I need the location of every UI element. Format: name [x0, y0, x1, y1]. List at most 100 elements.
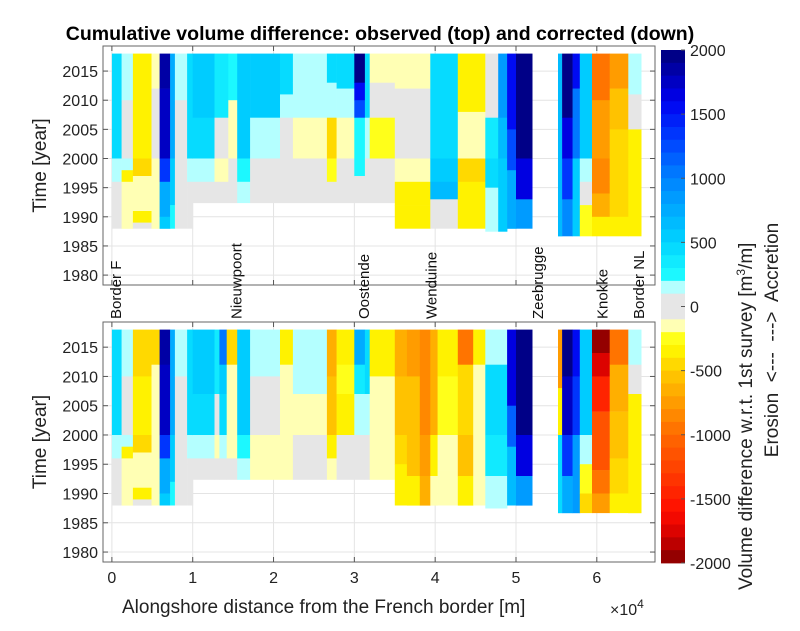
y-tick-label: 2005 — [62, 399, 98, 416]
heatmap-cell — [151, 53, 160, 89]
heatmap-cell — [354, 329, 366, 365]
colorbar-swatch — [661, 114, 685, 128]
heatmap-cell — [237, 181, 251, 204]
heatmap-cell — [579, 158, 593, 183]
heatmap-cell — [151, 158, 160, 229]
heatmap-cell — [219, 435, 227, 459]
y-tick-label: 2015 — [62, 340, 98, 357]
heatmap-cell — [592, 158, 611, 194]
colorbar-swatch — [661, 178, 685, 192]
heatmap-cell — [592, 470, 611, 494]
axes-frame — [102, 321, 656, 563]
y-tick-label: 2010 — [62, 369, 98, 386]
y-tick-label: 2015 — [62, 64, 98, 81]
colorbar-tick-label: -2000 — [690, 556, 731, 573]
colorbar-swatch — [661, 62, 685, 77]
heatmap-cell — [170, 205, 176, 229]
heatmap-cell — [354, 176, 366, 204]
heatmap-cell — [326, 435, 337, 459]
y-tick-label: 2005 — [62, 122, 98, 139]
heatmap-cell — [336, 435, 355, 480]
heatmap-cell — [292, 82, 328, 118]
heatmap-cell — [485, 53, 499, 118]
heatmap-cell — [111, 158, 122, 183]
colorbar-swatch — [661, 319, 685, 333]
heatmap-cell — [394, 435, 408, 465]
heatmap-cell — [219, 458, 227, 480]
heatmap-cell — [121, 211, 134, 229]
heatmap-cell — [562, 435, 573, 477]
colorbar-swatch — [661, 473, 685, 487]
heatmap-cell — [592, 53, 611, 101]
colorbar-swatch — [661, 268, 685, 282]
heatmap-cell — [457, 181, 486, 229]
heatmap-cell — [609, 493, 629, 514]
heatmap-cell — [430, 329, 438, 436]
heatmap-cell — [430, 158, 459, 183]
heatmap-cell — [159, 181, 171, 218]
heatmap-cell — [292, 53, 328, 83]
heatmap-cell — [507, 170, 517, 229]
colorbar-swatch — [661, 396, 685, 410]
heatmap-cell — [354, 53, 366, 83]
heatmap-cell — [132, 499, 152, 506]
heatmap-cell — [516, 158, 533, 200]
colorbar-swatch — [661, 550, 685, 564]
heatmap-cell — [292, 117, 328, 159]
heatmap-cell — [592, 411, 611, 471]
heatmap-cell — [498, 158, 508, 232]
location-labels: Border F Nieuwpoort Oostende Wenduine Zeebru… — [108, 242, 648, 319]
x-tick-label: 1 — [188, 570, 197, 587]
colorbar-swatch — [661, 409, 685, 423]
heatmap-cell — [132, 176, 152, 212]
y-tick-label: 1980 — [62, 545, 98, 562]
heatmap-cell — [419, 435, 431, 477]
heatmap-cell — [354, 435, 366, 480]
heatmap-cell — [336, 364, 355, 395]
heatmap-cell — [326, 181, 337, 204]
heatmap-cell — [354, 394, 366, 436]
heatmap-cell — [336, 117, 355, 159]
heatmap-cell — [214, 53, 229, 118]
heatmap-cell — [516, 199, 533, 229]
heatmap-cell — [592, 216, 611, 237]
heatmap-cell — [121, 435, 134, 447]
colorbar-swatch — [661, 50, 685, 64]
heatmap-cell — [280, 117, 294, 204]
x-tick-label: 3 — [350, 570, 359, 587]
heatmap-cell — [280, 53, 294, 95]
heatmap-cell — [592, 193, 611, 218]
colorbar-swatch — [661, 88, 685, 102]
heatmap-cell — [473, 329, 486, 365]
heatmap-cell — [364, 435, 370, 480]
heatmap-cell — [132, 329, 152, 377]
heatmap-cell — [121, 329, 134, 377]
heatmap-cell — [151, 364, 160, 436]
heatmap-cell — [485, 329, 508, 365]
heatmap-cell — [457, 476, 474, 506]
heatmap-cell — [628, 158, 642, 237]
heatmap-cell — [406, 376, 421, 436]
heatmap-cell — [159, 364, 171, 436]
heatmap-cell — [628, 94, 642, 130]
colorbar-swatch — [661, 421, 685, 436]
heatmap-cell — [579, 493, 593, 514]
y-tick-label: 2000 — [62, 152, 98, 169]
heatmap-cell — [473, 364, 486, 436]
heatmap-cell — [572, 435, 581, 514]
heatmap-cell — [394, 158, 431, 183]
colorbar-swatch — [661, 344, 685, 359]
heatmap-cell — [364, 329, 370, 395]
heatmap-cell — [628, 394, 642, 436]
chart-title: Cumulative volume difference: observed (… — [66, 23, 694, 45]
heatmap-cell — [219, 329, 227, 365]
x-tick-label: 6 — [592, 570, 601, 587]
heatmap-cell — [237, 435, 251, 459]
colorbar-tick-label: 1000 — [690, 171, 726, 188]
heatmap-cell — [628, 129, 642, 159]
heatmap-cell — [280, 94, 294, 118]
heatmap-cell — [219, 364, 227, 395]
heatmap-cell — [558, 329, 563, 389]
heatmap-cell — [292, 158, 328, 204]
